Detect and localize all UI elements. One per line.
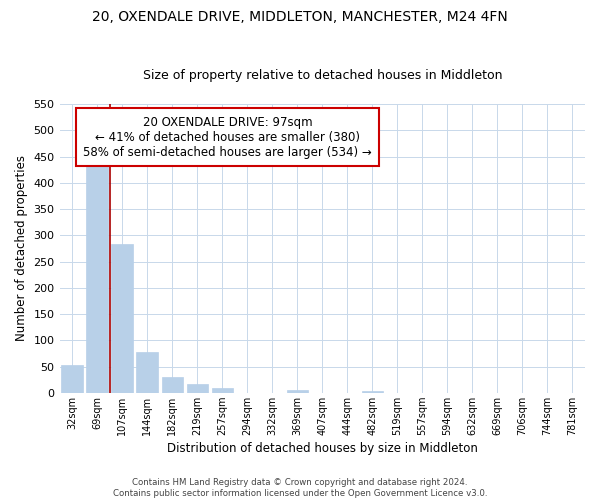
Text: 20, OXENDALE DRIVE, MIDDLETON, MANCHESTER, M24 4FN: 20, OXENDALE DRIVE, MIDDLETON, MANCHESTE… [92,10,508,24]
Bar [161,376,183,393]
Bar [287,390,308,393]
Text: Contains HM Land Registry data © Crown copyright and database right 2024.
Contai: Contains HM Land Registry data © Crown c… [113,478,487,498]
Bar [112,244,133,393]
Bar [212,388,233,393]
Text: 20 OXENDALE DRIVE: 97sqm
← 41% of detached houses are smaller (380)
58% of semi-: 20 OXENDALE DRIVE: 97sqm ← 41% of detach… [83,116,372,158]
Title: Size of property relative to detached houses in Middleton: Size of property relative to detached ho… [143,69,502,82]
Bar [61,365,83,393]
Y-axis label: Number of detached properties: Number of detached properties [15,156,28,342]
Bar [136,352,158,393]
Bar [362,390,383,393]
Bar [187,384,208,393]
Bar [86,156,108,393]
X-axis label: Distribution of detached houses by size in Middleton: Distribution of detached houses by size … [167,442,478,455]
